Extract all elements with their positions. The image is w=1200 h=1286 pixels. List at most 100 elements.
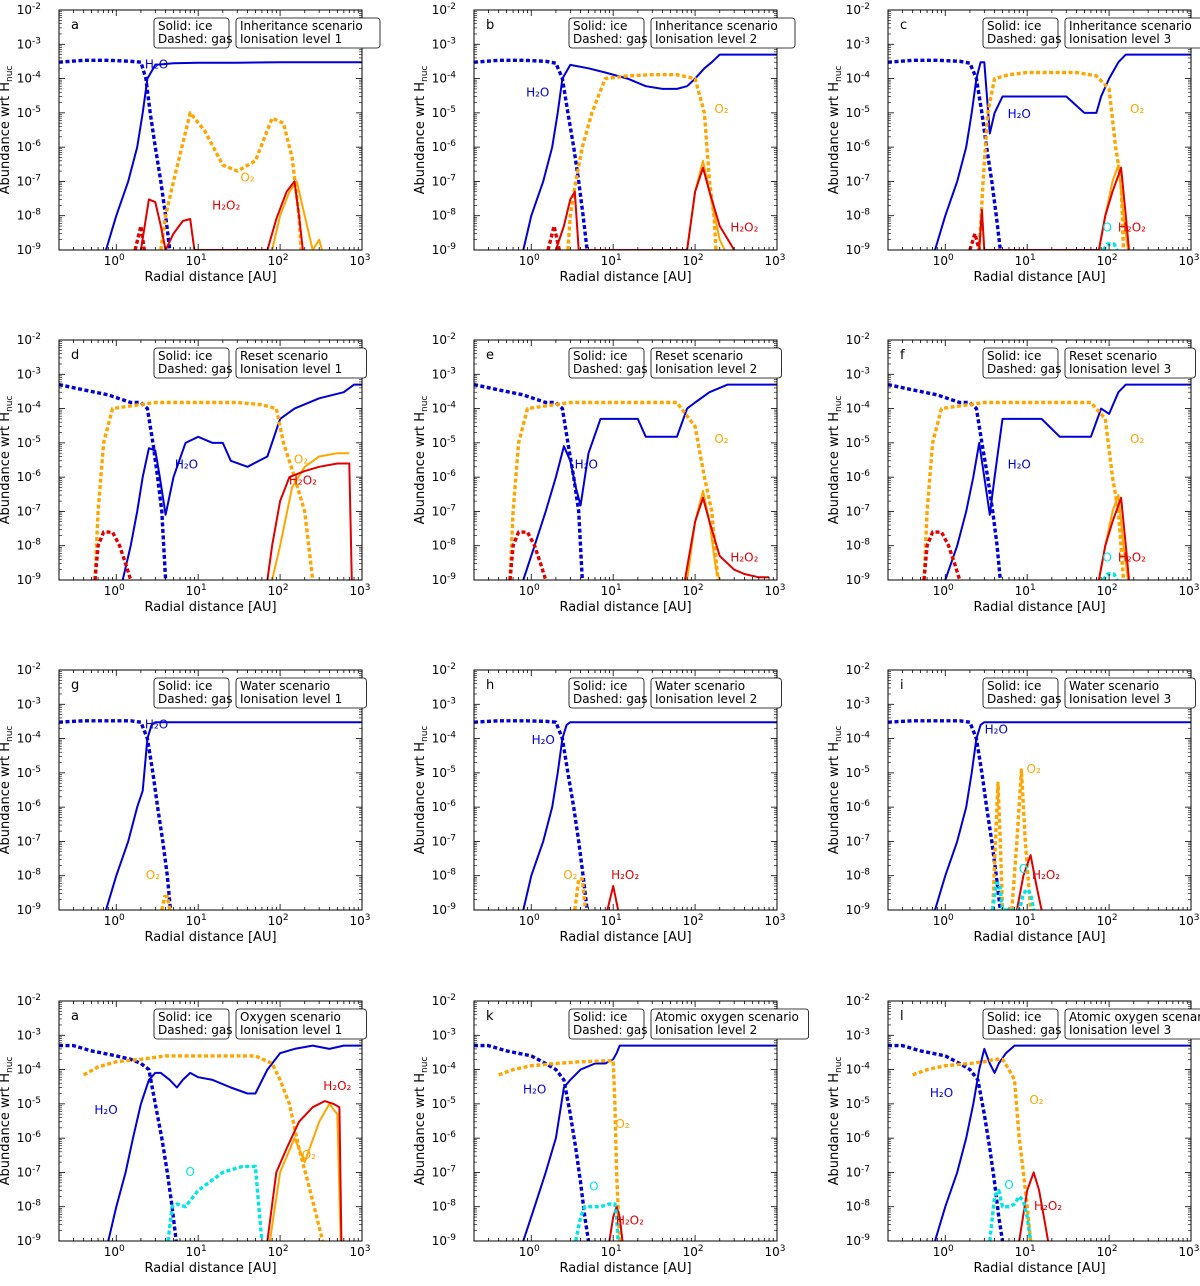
plot-frame — [58, 9, 363, 251]
y-tick-label: 10-4 — [846, 731, 871, 746]
species-label-o2: O₂ — [1130, 102, 1144, 116]
x-tick-label: 103 — [1178, 913, 1199, 928]
x-tick-label: 100 — [104, 913, 125, 928]
x-tick-label: 103 — [349, 1244, 370, 1259]
y-axis-title-main: Abundance wrt H — [827, 1073, 842, 1185]
y-tick-exponent: -4 — [861, 731, 870, 741]
y-tick-label: 10-7 — [432, 833, 456, 848]
y-tick-exponent: -6 — [861, 1130, 870, 1140]
y-tick-label: 10-3 — [17, 366, 41, 381]
series-line-h2o-ice — [107, 1044, 362, 1241]
y-tick-exponent: -2 — [447, 662, 456, 672]
series-line-h2o2-gas — [546, 224, 561, 250]
series-line-h2o-gas — [59, 1043, 178, 1241]
y-tick-label: 10-9 — [846, 902, 871, 917]
plot-frame — [473, 9, 778, 251]
x-axis-title: Radial distance [AU] — [559, 1261, 691, 1276]
y-tick-exponent: -9 — [861, 1233, 870, 1243]
y-tick-label: 10-8 — [846, 868, 871, 883]
y-tick-exponent: -8 — [32, 538, 41, 548]
y-tick-label: 10-8 — [432, 208, 457, 223]
y-tick-label: 10-4 — [17, 1062, 42, 1077]
y-axis-title-subscript: nuc — [834, 396, 844, 412]
y-tick-exponent: -8 — [32, 868, 41, 878]
series-line-o2-gas — [977, 70, 1126, 250]
y-tick-label: 10-7 — [846, 503, 870, 518]
y-axis-title-main: Abundance wrt H — [827, 742, 842, 854]
x-tick-label: 101 — [186, 583, 207, 598]
y-axis-title-subscript: nuc — [420, 66, 430, 82]
species-label-h2o: H₂O — [575, 457, 598, 471]
series-line-o2-gas — [566, 72, 718, 250]
y-tick-label: 10-5 — [432, 435, 456, 450]
y-tick-label: 10-8 — [432, 1199, 457, 1214]
y-tick-exponent: -8 — [447, 208, 456, 218]
x-axis-title: Radial distance [AU] — [559, 930, 691, 945]
legend-box — [982, 17, 1059, 49]
series-line-h2o-ice — [934, 721, 1191, 910]
x-tick-exponent: 1 — [616, 913, 622, 923]
y-tick-exponent: -8 — [861, 868, 870, 878]
species-label-h2o2: H₂O₂ — [611, 868, 639, 882]
species-label-o2: O₂ — [1130, 432, 1144, 446]
y-axis-title: Abundance wrt Hnuc — [827, 726, 844, 855]
species-label-h2o2: H₂O₂ — [1118, 550, 1146, 564]
y-tick-label: 10-2 — [846, 332, 870, 347]
x-axis-title: Radial distance [AU] — [144, 270, 276, 285]
x-tick-exponent: 2 — [1112, 253, 1118, 263]
y-tick-label: 10-7 — [846, 1164, 870, 1179]
y-tick-label: 10-5 — [17, 1096, 41, 1111]
y-tick-label: 10-9 — [17, 1233, 42, 1248]
panel-letter: k — [486, 1009, 494, 1024]
x-tick-label: 101 — [601, 913, 622, 928]
plot-frame — [58, 1000, 363, 1242]
y-tick-exponent: -7 — [447, 503, 456, 513]
species-label-h2o: H₂O — [145, 717, 168, 731]
y-tick-label: 10-3 — [432, 1027, 456, 1042]
legend-box — [153, 347, 230, 379]
x-tick-label: 101 — [186, 913, 207, 928]
x-axis-title: Radial distance [AU] — [144, 930, 276, 945]
y-tick-exponent: -4 — [861, 1062, 870, 1072]
y-tick-label: 10-9 — [846, 1233, 871, 1248]
series-line-o2-gas — [159, 111, 303, 250]
y-tick-label: 10-4 — [432, 71, 457, 86]
legend-entry: Dashed: gas — [158, 1023, 233, 1037]
x-tick-label: 101 — [601, 1244, 622, 1259]
y-tick-exponent: -3 — [32, 696, 41, 706]
legend-box — [568, 17, 645, 49]
scenario-entry: Inheritance scenario — [240, 19, 363, 33]
y-tick-label: 10-4 — [846, 1062, 871, 1077]
x-tick-label: 102 — [268, 913, 289, 928]
y-tick-label: 10-9 — [846, 242, 871, 257]
x-tick-exponent: 1 — [616, 1244, 622, 1254]
panel-e: 100 101 102 10310-910-810-710-610-510-410-3… — [413, 332, 786, 615]
legend-box — [568, 347, 645, 379]
series-line-h2o-gas — [888, 1043, 1005, 1241]
scenario-box — [1064, 347, 1196, 379]
legend-entry: Solid: ice — [573, 679, 627, 693]
y-axis-title: Abundance wrt Hnuc — [413, 726, 430, 855]
y-tick-exponent: -6 — [447, 469, 456, 479]
y-tick-label: 10-9 — [432, 902, 457, 917]
series-line-o2-gas — [93, 400, 315, 580]
y-tick-label: 10-5 — [432, 1096, 456, 1111]
series-line-h2o2-ice — [266, 1100, 343, 1241]
x-tick-label: 101 — [1015, 583, 1036, 598]
x-tick-exponent: 0 — [948, 913, 954, 923]
series-line-o-gas — [574, 1202, 620, 1241]
y-tick-exponent: -8 — [447, 1199, 456, 1209]
y-tick-label: 10-5 — [432, 105, 456, 120]
panel-k: 100 101 102 10310-910-810-710-610-510-410-3… — [413, 993, 810, 1276]
scenario-box — [1064, 1008, 1200, 1040]
y-tick-label: 10-4 — [432, 731, 457, 746]
y-tick-exponent: -2 — [861, 332, 870, 342]
plot-frame — [887, 1000, 1192, 1242]
y-tick-label: 10-3 — [432, 696, 456, 711]
y-tick-label: 10-9 — [17, 902, 42, 917]
y-tick-exponent: -3 — [861, 36, 870, 46]
y-tick-label: 10-8 — [846, 1199, 871, 1214]
x-tick-exponent: 0 — [534, 583, 540, 593]
x-tick-label: 100 — [104, 1244, 125, 1259]
series-line-h2o-gas — [888, 58, 1002, 250]
